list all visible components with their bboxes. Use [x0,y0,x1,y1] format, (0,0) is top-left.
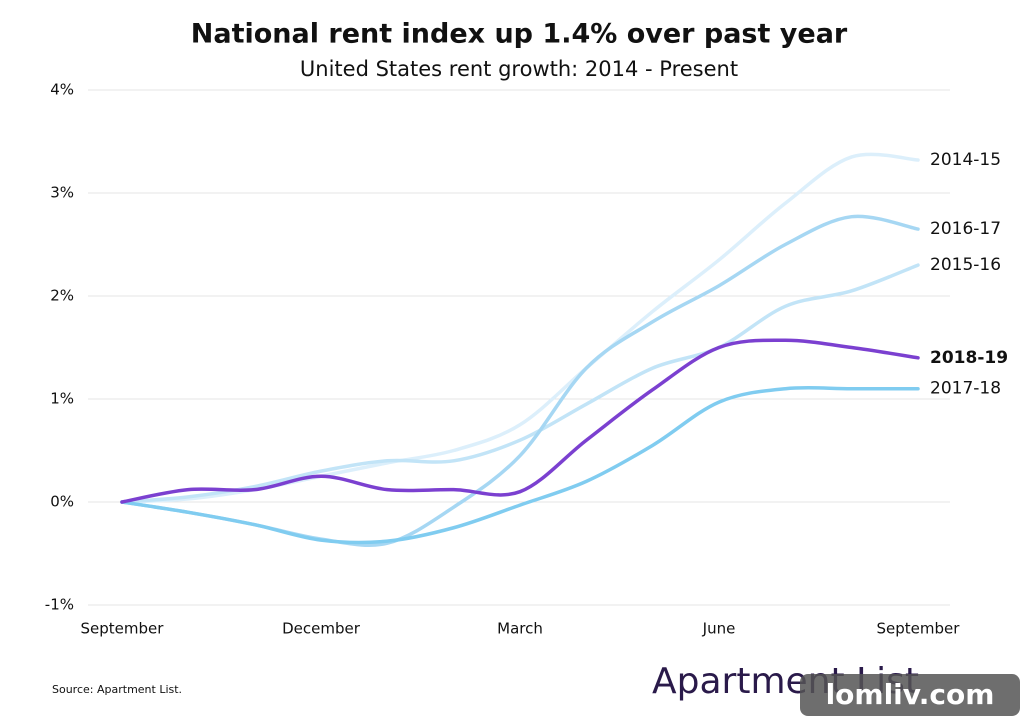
source: Source: Apartment List. [52,683,182,696]
chart-title: National rent index up 1.4% over past ye… [191,19,848,50]
y-tick-label: 4% [50,81,74,99]
series-line [120,214,920,547]
series-line [120,263,920,504]
legend-label: 2018-19 [930,348,1008,368]
x-tick-label: September [81,620,165,638]
y-tick-label: -1% [45,596,74,614]
chart-subtitle: United States rent growth: 2014 - Presen… [300,57,738,81]
legend-label: 2017-18 [930,379,1001,399]
y-tick-label: 1% [50,390,74,408]
watermark: lomliv.com [826,678,995,711]
y-tick-label: 0% [50,493,74,511]
x-tick-label: December [282,620,361,638]
y-tick-label: 3% [50,184,74,202]
series-line [120,152,920,504]
series-line [120,338,920,504]
x-tick-label: June [702,620,736,638]
legend-label: 2016-17 [930,219,1001,239]
legend-label: 2015-16 [930,255,1001,275]
series-line [120,385,920,545]
y-tick-label: 2% [50,287,74,305]
watermark-box [800,674,1020,716]
x-tick-label: September [877,620,961,638]
x-tick-label: March [497,620,543,638]
legend-label: 2014-15 [930,150,1001,170]
